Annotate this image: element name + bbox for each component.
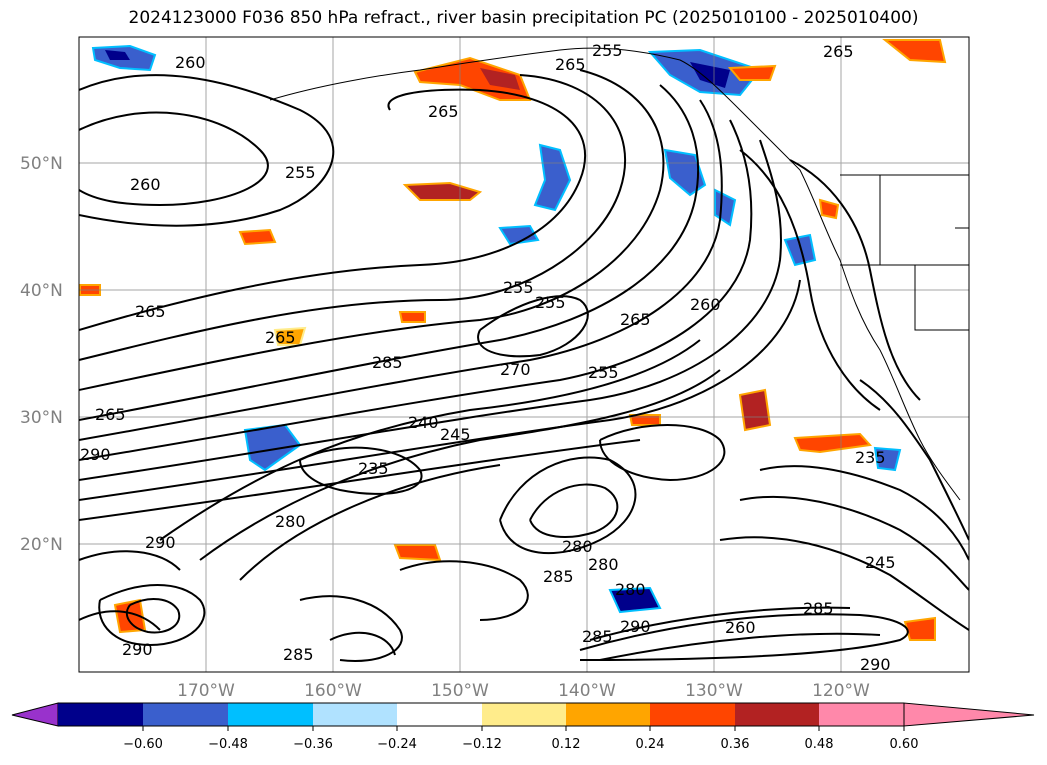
contour-label: 285 bbox=[372, 353, 403, 372]
contour-label: 240 bbox=[408, 413, 439, 432]
precip-shading bbox=[79, 39, 947, 641]
coastlines bbox=[269, 47, 969, 501]
colorbar: −0.60 −0.48 −0.36 −0.24 −0.12 0.12 0.24 … bbox=[11, 702, 1035, 752]
contour-label: 260 bbox=[690, 295, 721, 314]
contour-label: 255 bbox=[503, 278, 534, 297]
colorbar-outline bbox=[58, 702, 904, 727]
contour-label: 285 bbox=[543, 567, 574, 586]
map-background bbox=[79, 37, 969, 672]
colorbar-segment bbox=[735, 703, 819, 726]
lon-label-120w: 120°W bbox=[812, 681, 870, 701]
colorbar-segment bbox=[228, 703, 313, 726]
colorbar-tick-label: −0.12 bbox=[462, 737, 502, 752]
lon-label-170w: 170°W bbox=[177, 681, 235, 701]
colorbar-segment bbox=[313, 703, 397, 726]
colorbar-tick-label: 0.36 bbox=[721, 737, 750, 752]
contour-label: 260 bbox=[725, 618, 756, 637]
latitude-labels: 50°N 40°N 30°N 20°N bbox=[20, 154, 63, 555]
colorbar-tick-label: −0.48 bbox=[208, 737, 248, 752]
contour-label: 265 bbox=[265, 328, 296, 347]
lat-label-20n: 20°N bbox=[20, 535, 63, 555]
contour-label: 260 bbox=[130, 175, 161, 194]
contour-label: 280 bbox=[588, 555, 619, 574]
contour-label: 245 bbox=[440, 425, 471, 444]
lat-label-50n: 50°N bbox=[20, 154, 63, 174]
lon-label-140w: 140°W bbox=[558, 681, 616, 701]
contour-label: 265 bbox=[620, 310, 651, 329]
colorbar-segment bbox=[819, 703, 904, 726]
lat-label-40n: 40°N bbox=[20, 281, 63, 301]
contour-label: 285 bbox=[803, 599, 834, 618]
contour-label: 290 bbox=[80, 445, 111, 464]
contour-label: 255 bbox=[592, 41, 623, 60]
colorbar-tick-label: 0.60 bbox=[890, 737, 919, 752]
contour-label: 290 bbox=[122, 640, 153, 659]
colorbar-tick-label: 0.48 bbox=[805, 737, 834, 752]
lon-label-160w: 160°W bbox=[304, 681, 362, 701]
contour-label: 245 bbox=[865, 553, 896, 572]
contour-label: 280 bbox=[275, 512, 306, 531]
contour-label: 265 bbox=[135, 302, 166, 321]
colorbar-extend-left bbox=[11, 702, 59, 727]
map-frame bbox=[78, 36, 970, 673]
colorbar-tick-label: 0.12 bbox=[552, 737, 581, 752]
colorbar-segment bbox=[650, 703, 735, 726]
contour-label: 235 bbox=[855, 448, 886, 467]
colorbar-tick-label: −0.36 bbox=[293, 737, 333, 752]
lat-label-30n: 30°N bbox=[20, 408, 63, 428]
contour-label: 260 bbox=[175, 53, 206, 72]
map-panel: 260 265 255 265 265 255 260 255 265 265 … bbox=[79, 37, 969, 674]
contour-label: 285 bbox=[283, 645, 314, 664]
colorbar-ticks bbox=[142, 726, 905, 731]
contour-label: 290 bbox=[620, 617, 651, 636]
contour-label: 255 bbox=[535, 293, 566, 312]
contour-label: 265 bbox=[823, 42, 854, 61]
contour-label: 280 bbox=[615, 580, 646, 599]
colorbar-extend-right bbox=[903, 702, 1035, 727]
colorbar-segment bbox=[566, 703, 650, 726]
contour-label: 280 bbox=[562, 537, 593, 556]
contour-label: 290 bbox=[860, 655, 891, 674]
colorbar-tick-label: 0.24 bbox=[636, 737, 665, 752]
contour-label: 265 bbox=[555, 55, 586, 74]
contour-labels: 260 265 255 265 265 255 260 255 265 265 … bbox=[80, 41, 896, 674]
colorbar-segment bbox=[482, 703, 566, 726]
colorbar-tick-label: −0.24 bbox=[377, 737, 417, 752]
colorbar-segment bbox=[143, 703, 228, 726]
refractivity-contours bbox=[79, 69, 969, 662]
lon-label-150w: 150°W bbox=[431, 681, 489, 701]
contour-label: 270 bbox=[500, 360, 531, 379]
contour-label: 285 bbox=[582, 627, 613, 646]
colorbar-tick-label: −0.60 bbox=[123, 737, 163, 752]
map-title: 2024123000 F036 850 hPa refract., river … bbox=[128, 8, 919, 28]
colorbar-segment bbox=[397, 703, 482, 726]
contour-label: 235 bbox=[358, 459, 389, 478]
contour-label: 255 bbox=[285, 163, 316, 182]
lon-label-130w: 130°W bbox=[685, 681, 743, 701]
contour-label: 255 bbox=[588, 363, 619, 382]
contour-label: 265 bbox=[428, 102, 459, 121]
longitude-labels: 170°W 160°W 150°W 140°W 130°W 120°W bbox=[177, 681, 870, 701]
colorbar-segment bbox=[58, 703, 143, 726]
contour-label: 290 bbox=[145, 533, 176, 552]
contour-label: 265 bbox=[95, 405, 126, 424]
